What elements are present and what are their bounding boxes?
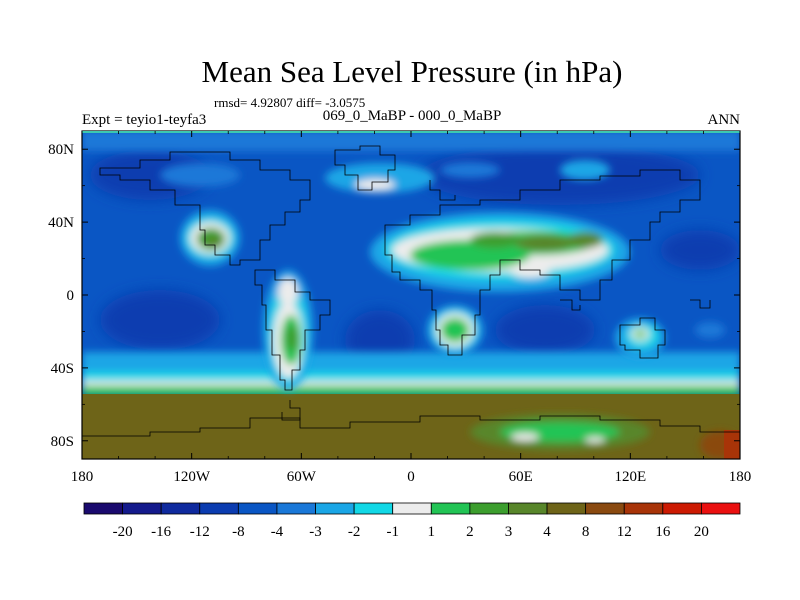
colorbar-label: 4: [543, 524, 551, 540]
antarctic-interior-feature: [585, 437, 605, 443]
x-axis: 180 120W 60W 0 60E 120E 180: [71, 131, 752, 485]
colorbar-label: 2: [466, 524, 474, 540]
season-label: ANN: [708, 112, 741, 128]
colorbar-label: 3: [505, 524, 513, 540]
ocean-dark-region: [660, 230, 740, 270]
colorbar-swatch: [83, 502, 123, 515]
x-tick-label: 180: [729, 469, 752, 485]
greenland-sea-feature: [325, 163, 435, 193]
chart-title: Mean Sea Level Pressure (in hPa): [202, 54, 623, 89]
coastlines: [82, 145, 740, 437]
x-tick-label: 0: [407, 469, 415, 485]
experiment-difference-label: 069_0_MaBP - 000_0_MaBP: [323, 108, 502, 124]
colorbar-swatch: [662, 502, 702, 515]
colorbar: -20 -16 -12 -8 -4 -3 -2 -1 1 2 3 4 8 12 16 20: [83, 502, 741, 540]
colorbar-swatch: [122, 502, 162, 515]
africa-eurasia-high: [370, 212, 630, 292]
australia-feature: [615, 318, 725, 358]
southern-ocean-green-band: [82, 386, 740, 396]
southern-africa-high: [427, 305, 483, 355]
colorbar-swatch: [237, 502, 278, 515]
north-america-west-high: [180, 210, 240, 266]
colorbar-label: -16: [151, 524, 171, 540]
antarctic-edge-feature: [724, 430, 740, 459]
colorbar-swatch: [508, 502, 548, 515]
canada-feature: [160, 163, 240, 187]
ocean-dark-region: [90, 150, 210, 200]
y-tick-label: 80S: [51, 434, 74, 450]
colorbar-label: 1: [428, 524, 436, 540]
colorbar-swatch: [430, 502, 471, 515]
colorbar-label: -12: [190, 524, 210, 540]
x-tick-label: 180: [71, 469, 94, 485]
expt-label: Expt = teyio1-teyfa3: [82, 112, 206, 128]
colorbar-label: -4: [271, 524, 284, 540]
colorbar-swatch: [353, 502, 394, 515]
colorbar-label: -2: [348, 524, 361, 540]
colorbar-label: 8: [582, 524, 590, 540]
arctic-band: [82, 131, 740, 151]
colorbar-label: -20: [113, 524, 133, 540]
colorbar-label: 16: [655, 524, 671, 540]
siberia-feature: [560, 160, 610, 180]
ocean-dark-region: [495, 305, 595, 355]
colorbar-label: -8: [232, 524, 245, 540]
y-axis: 80N 40N 0 40S 80S: [48, 142, 740, 450]
colorbar-swatch: [392, 502, 432, 515]
south-america-high: [263, 270, 313, 390]
y-tick-label: 0: [67, 288, 75, 304]
colorbar-swatch: [315, 502, 355, 515]
colorbar-swatch: [160, 502, 201, 515]
colorbar-swatch: [701, 502, 741, 515]
stats-line: rmsd= 4.92807 diff= -3.0575: [214, 95, 365, 110]
y-tick-label: 40S: [51, 361, 74, 377]
ocean-dark-region: [100, 290, 220, 350]
x-tick-label: 60E: [509, 469, 533, 485]
scandinavia-feature: [440, 162, 500, 178]
colorbar-swatch: [199, 502, 239, 515]
y-tick-label: 80N: [48, 142, 74, 158]
colorbar-label: 12: [617, 524, 632, 540]
map-field: [82, 131, 740, 459]
y-tick-label: 40N: [48, 215, 74, 231]
colorbar-swatch: [276, 502, 316, 515]
colorbar-swatch: [585, 502, 625, 515]
colorbar-swatch: [469, 502, 509, 515]
ocean-dark-region: [420, 145, 700, 205]
colorbar-label: -3: [309, 524, 322, 540]
greenland-sea-feature: [355, 179, 395, 191]
colorbar-swatch: [623, 502, 664, 515]
x-tick-label: 120E: [614, 469, 646, 485]
colorbar-swatch: [546, 502, 587, 515]
colorbar-label: -1: [386, 524, 399, 540]
x-tick-label: 120W: [173, 469, 211, 485]
antarctic-interior-feature: [511, 433, 539, 441]
x-tick-label: 60W: [287, 469, 317, 485]
colorbar-label: 20: [694, 524, 709, 540]
